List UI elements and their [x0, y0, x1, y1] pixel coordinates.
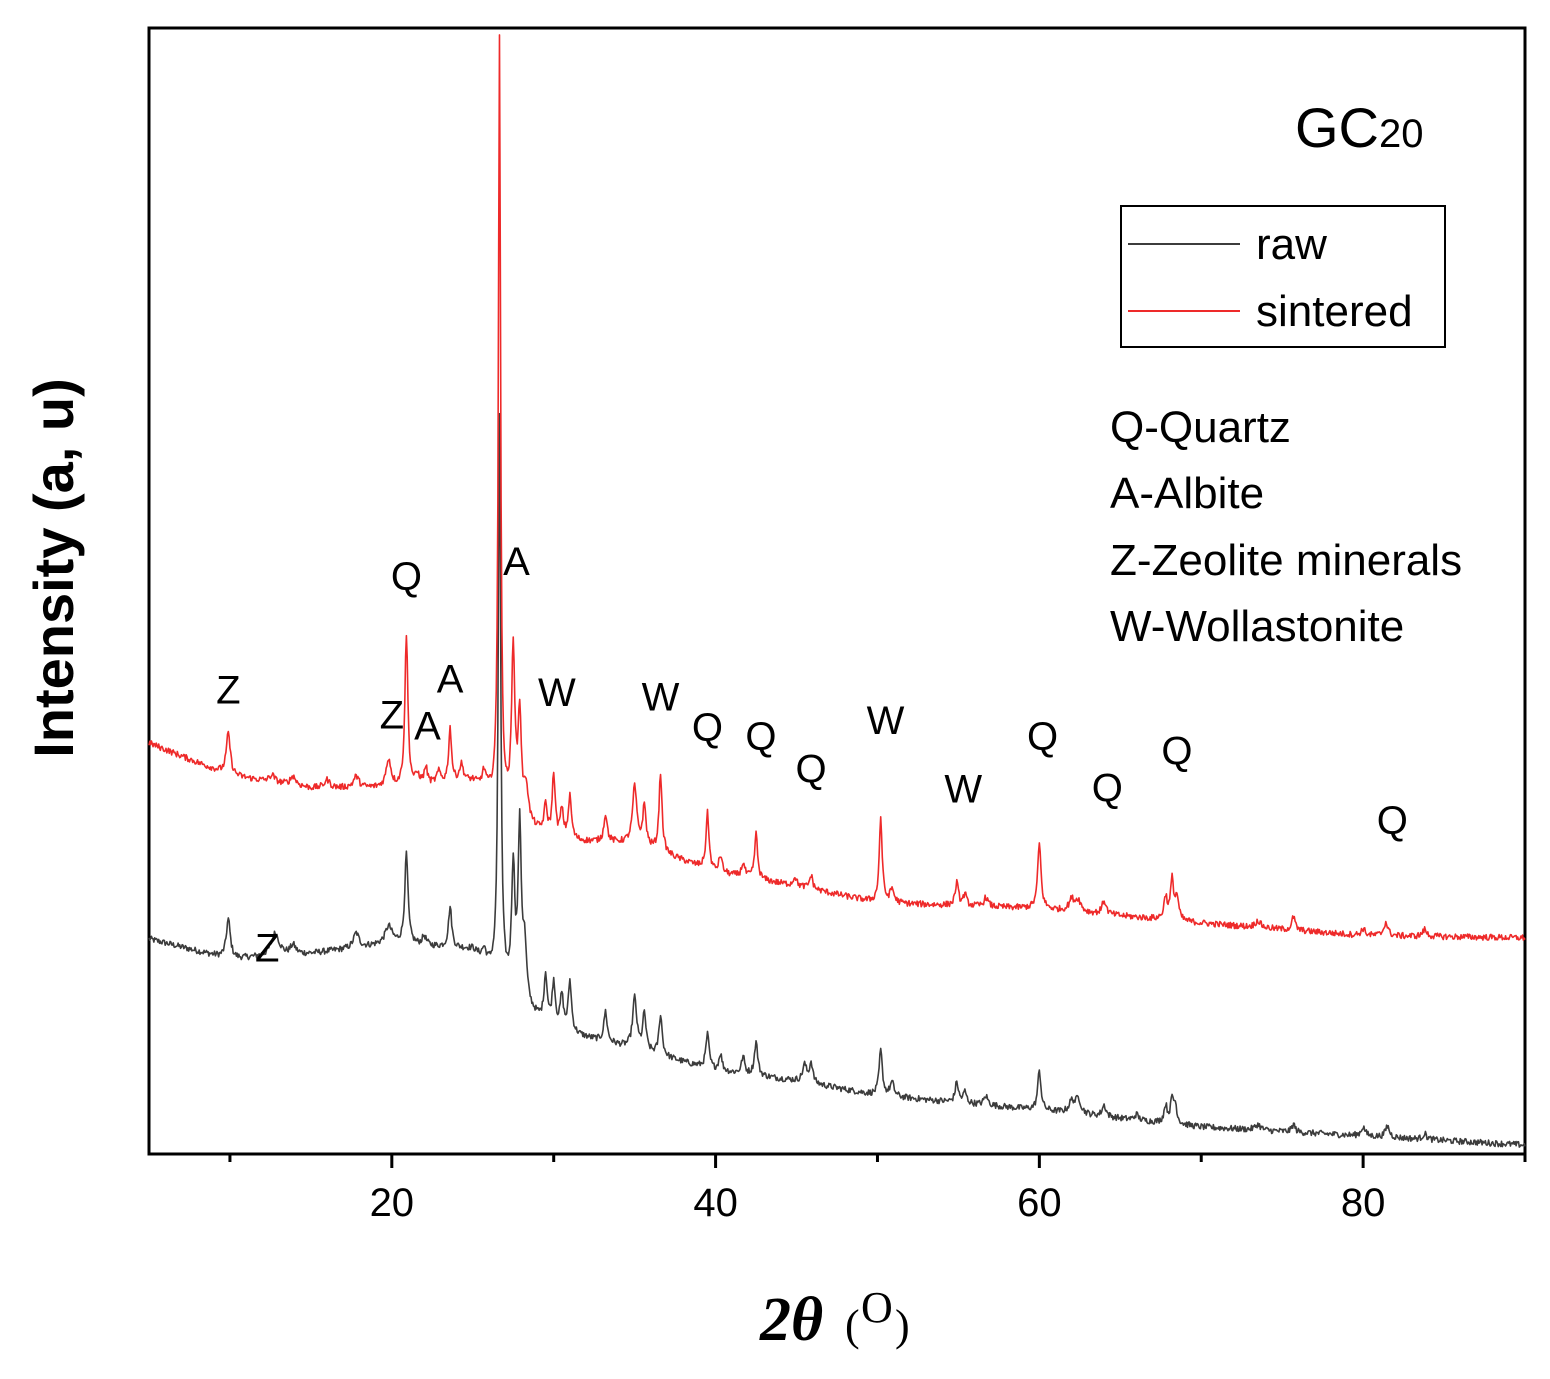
series-line-raw: [148, 412, 1526, 1148]
series-line-sintered: [148, 34, 1526, 941]
peak-label: A: [414, 705, 441, 749]
peak-label: W: [867, 699, 905, 743]
phase-key-zeolite: Z-Zeolite minerals: [1110, 536, 1462, 585]
peak-label: Q: [796, 747, 827, 791]
sample-label: GC20: [1295, 96, 1424, 159]
peak-label: Q: [1092, 767, 1123, 811]
x-axis-label-main: 2θ: [759, 1286, 823, 1354]
x-axis-label: 2θ ( O ): [759, 1283, 910, 1354]
x-axis-ticks: 20 40 60 80: [228, 1154, 1527, 1225]
peak-label: Q: [1027, 715, 1058, 759]
peak-label: Z: [216, 669, 240, 713]
x-tick-label: 40: [693, 1181, 738, 1225]
x-tick-label: 60: [1017, 1181, 1062, 1225]
peak-label: A: [503, 540, 530, 584]
x-axis-label-unit-open: (: [845, 1301, 860, 1350]
peak-label: W: [538, 671, 576, 715]
peak-label: Z: [255, 926, 279, 970]
x-axis-label-unit-close: ): [895, 1301, 910, 1350]
peak-label: Q: [692, 706, 723, 750]
x-tick-label: 80: [1341, 1181, 1386, 1225]
peak-label: Q: [1377, 799, 1408, 843]
peak-label: W: [642, 675, 680, 719]
legend-label-raw: raw: [1256, 220, 1327, 269]
x-tick-label: 20: [370, 1181, 415, 1225]
phase-key: Q-Quartz A-Albite Z-Zeolite minerals W-W…: [1110, 403, 1462, 651]
peak-label: Z: [380, 693, 404, 737]
peak-annotations: ZZQAAQAWWQQQWWQQQQZ: [216, 540, 1408, 970]
peak-label: A: [437, 657, 464, 701]
legend: raw sintered: [1120, 205, 1446, 348]
peak-label: Q: [745, 715, 776, 759]
phase-key-wollastonite: W-Wollastonite: [1110, 602, 1404, 651]
phase-key-albite: A-Albite: [1110, 469, 1264, 518]
x-axis-label-unit-sup: O: [861, 1283, 893, 1332]
peak-label: Q: [391, 555, 422, 599]
sample-subscript: 20: [1379, 112, 1424, 156]
series-layer: [148, 34, 1526, 1148]
phase-key-quartz: Q-Quartz: [1110, 403, 1291, 452]
peak-label: W: [944, 768, 982, 812]
plot-area-frame: [147, 26, 1527, 1156]
legend-box: [1120, 205, 1446, 348]
y-axis-label: Intensity (a, u): [22, 378, 85, 758]
peak-label: Q: [1161, 729, 1192, 773]
legend-label-sintered: sintered: [1256, 287, 1413, 336]
